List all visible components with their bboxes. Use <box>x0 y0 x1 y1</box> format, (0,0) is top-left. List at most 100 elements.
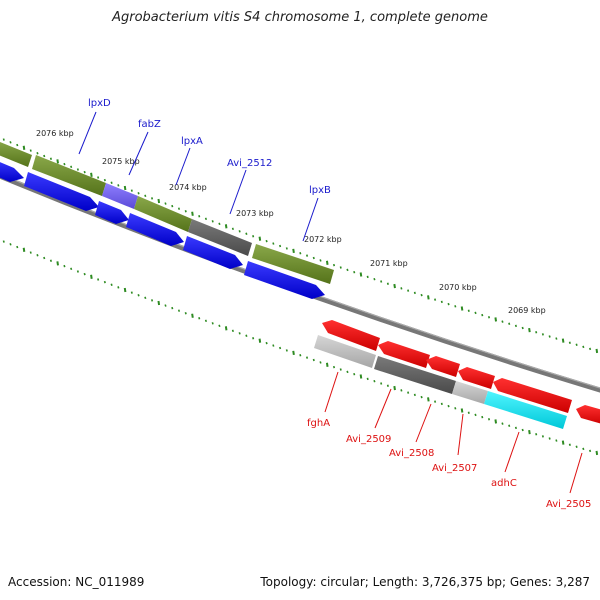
tick-mark <box>56 159 59 164</box>
gene-segment-olive-3 <box>134 196 192 232</box>
tick-mark <box>123 287 127 293</box>
gene-label-reverse[interactable]: Avi_2509 <box>346 434 391 445</box>
tick-mark <box>285 349 288 352</box>
tick-mark <box>339 368 342 371</box>
tick-mark <box>184 209 187 213</box>
tick-mark <box>211 220 214 223</box>
tick-mark <box>76 270 79 273</box>
tick-mark <box>83 170 86 174</box>
tick-mark <box>191 313 194 318</box>
tick-mark <box>535 331 538 334</box>
tick-mark <box>110 283 113 286</box>
gene-label-forward[interactable]: lpxA <box>181 136 203 147</box>
tick-mark <box>312 358 315 362</box>
tick-mark <box>279 346 282 350</box>
gene-label-reverse[interactable]: fghA <box>307 418 330 429</box>
tick-mark <box>595 348 599 354</box>
reverse-leader-lines <box>324 371 583 494</box>
gene-label-forward[interactable]: lpxD <box>88 98 111 109</box>
tick-mark <box>319 361 322 364</box>
forward-inner-lane <box>0 162 325 299</box>
gene-label-reverse[interactable]: Avi_2507 <box>432 463 477 474</box>
tick-mark <box>63 264 66 268</box>
tick-mark <box>63 162 66 166</box>
tick-mark <box>305 254 309 257</box>
tick-mark <box>528 429 531 435</box>
tick-mark <box>2 240 5 243</box>
gene-label-reverse[interactable]: Avi_2505 <box>546 499 591 510</box>
tick-mark <box>265 239 268 243</box>
tick-mark <box>460 306 464 311</box>
reverse-gene-labels: fghA Avi_2509 Avi_2508 Avi_2507 adhC Avi… <box>307 418 591 510</box>
tick-mark <box>582 345 585 349</box>
tick-mark <box>521 326 524 330</box>
tick-mark <box>447 302 450 306</box>
tick-mark <box>528 327 531 333</box>
tick-mark <box>494 419 498 424</box>
forward-outer-lane <box>0 142 334 284</box>
tick-mark <box>548 335 551 338</box>
tick-mark <box>427 295 430 300</box>
tick-mark <box>319 259 322 262</box>
tick-mark <box>575 343 578 347</box>
tick-mark <box>43 256 46 260</box>
tick-mark <box>171 204 174 208</box>
tick-mark <box>305 356 309 359</box>
tick-mark <box>299 354 302 357</box>
tick-mark <box>150 197 154 200</box>
tick-mark <box>177 207 181 210</box>
tick-mark <box>76 168 79 171</box>
tick-mark <box>29 251 32 254</box>
tick-mark <box>487 418 491 421</box>
tick-mark <box>400 287 403 290</box>
gene-arrow-blue-1 <box>0 162 24 182</box>
forward-gene-labels: lpxD fabZ lpxA Avi_2512 lpxB <box>88 98 331 196</box>
tick-mark <box>9 141 12 144</box>
tick-mark <box>427 397 430 402</box>
gene-arrow-blue-3 <box>95 201 129 224</box>
tick-mark <box>245 334 248 337</box>
tick-mark <box>420 293 423 297</box>
tick-mark <box>325 362 329 367</box>
gene-segment-lightgray-2 <box>452 381 488 404</box>
tick-mark <box>258 236 262 241</box>
tick-mark <box>514 324 518 328</box>
tick-mark <box>440 402 443 406</box>
tick-mark <box>568 443 571 446</box>
gene-arrow-blue-2 <box>24 172 99 211</box>
tick-mark <box>90 172 93 177</box>
tick-mark <box>467 411 470 414</box>
gene-segment-lightgray <box>314 335 376 368</box>
tick-mark <box>231 227 234 231</box>
tick-mark <box>9 243 12 246</box>
kbp-labels: 2076 kbp 2075 kbp 2074 kbp 2073 kbp 2072… <box>36 129 546 315</box>
tick-mark <box>279 244 282 248</box>
tick-mark <box>43 154 46 158</box>
tick-mark <box>29 149 32 152</box>
gene-label-forward[interactable]: lpxB <box>309 185 331 196</box>
tick-mark <box>454 407 457 410</box>
tick-mark <box>211 322 214 325</box>
gene-label-forward[interactable]: Avi_2512 <box>227 158 272 169</box>
tick-mark <box>130 189 133 192</box>
tick-mark <box>407 391 410 394</box>
gene-label-forward[interactable]: fabZ <box>138 119 161 130</box>
tick-mark <box>548 437 551 440</box>
genome-summary-text: Topology: circular; Length: 3,726,375 bp… <box>260 575 590 589</box>
tick-mark <box>487 316 491 319</box>
tick-mark <box>589 347 592 351</box>
gene-label-reverse[interactable]: adhC <box>491 478 517 489</box>
tick-mark <box>224 224 228 229</box>
tick-mark <box>16 143 19 147</box>
gene-label-reverse[interactable]: Avi_2508 <box>389 448 434 459</box>
tick-mark <box>36 152 39 155</box>
tick-mark <box>582 447 585 451</box>
tick-mark <box>521 428 524 432</box>
tick-mark <box>70 267 73 271</box>
tick-mark <box>144 194 147 198</box>
tick-mark <box>332 365 336 369</box>
tick-mark <box>535 433 538 436</box>
tick-mark <box>501 320 504 323</box>
tick-mark <box>157 300 161 306</box>
tick-mark <box>555 439 558 442</box>
